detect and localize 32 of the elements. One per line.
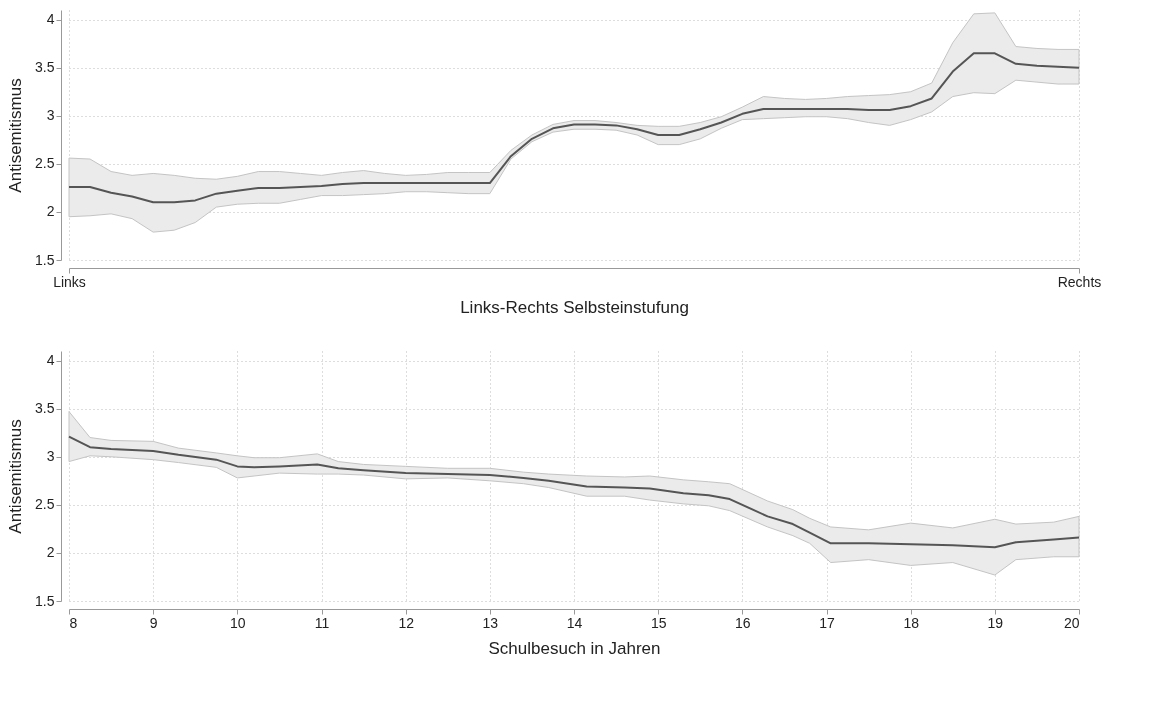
y-tick-label: 3.5 — [35, 59, 55, 76]
y-axis-title: Antisemitismus — [6, 78, 26, 193]
y-tick-label: 4 — [46, 11, 55, 28]
x-tick-label: 16 — [735, 614, 751, 631]
line-series — [68, 52, 1080, 204]
x-tick-label: 9 — [149, 614, 158, 631]
x-axis-title: Schulbesuch in Jahren — [488, 638, 661, 658]
x-tick-label: 13 — [482, 614, 499, 631]
x-tick-label: 8 — [69, 614, 78, 631]
x-tick-label: 15 — [650, 614, 667, 631]
y-axis-title: Antisemitismus — [6, 419, 26, 534]
y-tick-label: 2.5 — [35, 496, 55, 513]
x-tick-label: Links — [53, 273, 86, 290]
x-tick-label: 11 — [314, 614, 330, 631]
x-tick-label: 14 — [566, 614, 583, 631]
y-tick-label: 3.5 — [35, 400, 55, 417]
x-axis-title: Links-Rechts Selbsteinstufung — [460, 297, 689, 317]
x-tick-label: 18 — [903, 614, 920, 631]
y-tick-label: 2 — [46, 203, 55, 220]
y-tick-label: 1.5 — [35, 251, 55, 268]
y-tick-label: 3 — [46, 107, 55, 124]
y-tick-label: 1.5 — [35, 592, 55, 609]
x-tick-label: Rechts — [1057, 273, 1102, 290]
x-tick-label: 12 — [398, 614, 415, 631]
x-tick-label: 17 — [819, 614, 835, 631]
y-tick-label: 2 — [46, 544, 55, 561]
y-tick-label: 4 — [46, 352, 55, 369]
x-tick-label: 20 — [1063, 614, 1080, 631]
x-tick-label: 19 — [987, 614, 1004, 631]
x-tick-label: 10 — [230, 614, 246, 631]
y-tick-label: 3 — [46, 448, 55, 465]
y-tick-label: 2.5 — [35, 155, 55, 172]
